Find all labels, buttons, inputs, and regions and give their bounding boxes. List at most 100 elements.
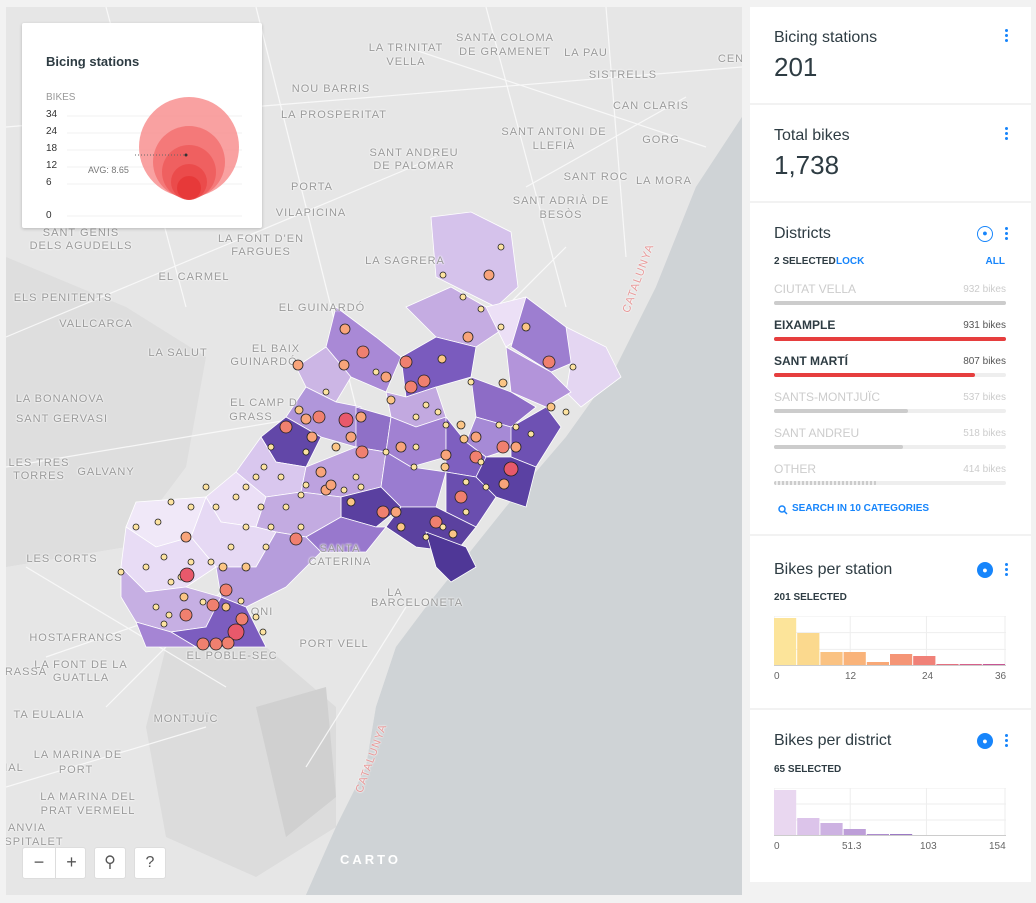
station-marker[interactable] [462,331,474,343]
station-marker[interactable] [302,448,310,456]
station-marker[interactable] [312,410,326,424]
station-marker[interactable] [386,395,396,405]
category-item[interactable]: SANT MARTÍ 807 bikes [774,354,1006,384]
category-item[interactable]: SANT ANDREU 518 bikes [774,426,1006,456]
station-marker[interactable] [510,441,522,453]
station-marker[interactable] [496,440,510,454]
widget-menu-icon[interactable] [1005,29,1009,44]
station-marker[interactable] [252,613,260,621]
station-marker[interactable] [390,506,402,518]
station-marker[interactable] [199,598,207,606]
zoom-in-button[interactable]: + [55,848,87,878]
station-marker[interactable] [179,608,193,622]
station-marker[interactable] [322,388,330,396]
station-marker[interactable] [300,413,312,425]
station-marker[interactable] [521,322,531,332]
color-drop-icon[interactable]: ● [977,226,993,242]
station-marker[interactable] [152,603,160,611]
station-marker[interactable] [294,405,304,415]
station-marker[interactable] [562,408,570,416]
station-marker[interactable] [259,628,267,636]
station-marker[interactable] [396,522,406,532]
station-marker[interactable] [467,378,475,386]
station-marker[interactable] [376,505,390,519]
station-marker[interactable] [454,490,468,504]
station-marker[interactable] [306,431,318,443]
station-marker[interactable] [470,431,482,443]
histogram-bar[interactable] [820,652,843,666]
histogram-bikes-per-district[interactable] [774,788,1006,836]
station-marker[interactable] [179,567,195,583]
station-marker[interactable] [221,602,231,612]
station-marker[interactable] [352,473,360,481]
station-marker[interactable] [340,486,348,494]
station-marker[interactable] [442,421,450,429]
station-marker[interactable] [160,553,168,561]
station-marker[interactable] [410,463,418,471]
station-marker[interactable] [297,523,305,531]
station-marker[interactable] [440,449,452,461]
histogram-bar[interactable] [774,790,797,836]
station-marker[interactable] [221,636,235,650]
station-marker[interactable] [357,483,365,491]
station-marker[interactable] [154,518,162,526]
station-marker[interactable] [207,558,215,566]
station-marker[interactable] [331,442,341,452]
station-marker[interactable] [277,473,285,481]
histogram-bar[interactable] [797,818,820,836]
histogram-bar[interactable] [913,656,936,666]
station-marker[interactable] [422,401,430,409]
histogram-bar[interactable] [774,618,797,666]
station-marker[interactable] [262,543,270,551]
station-marker[interactable] [462,508,470,516]
station-markers[interactable] [6,7,742,895]
station-marker[interactable] [380,371,392,383]
station-marker[interactable] [267,523,275,531]
zoom-out-button[interactable]: − [33,852,45,872]
station-marker[interactable] [477,305,485,313]
station-marker[interactable] [142,563,150,571]
station-marker[interactable] [302,481,310,489]
search-categories-link[interactable]: SEARCH IN 10 CATEGORIES [792,503,930,514]
station-marker[interactable] [546,402,556,412]
station-marker[interactable] [542,355,556,369]
station-marker[interactable] [292,359,304,371]
category-item[interactable]: SANTS-MONTJUÏC 537 bikes [774,390,1006,420]
histogram-bar[interactable] [843,652,866,666]
station-marker[interactable] [206,598,220,612]
histogram-bikes-per-station[interactable] [774,616,1006,666]
histogram-bar[interactable] [820,823,843,836]
station-marker[interactable] [434,408,442,416]
station-marker[interactable] [459,434,469,444]
search-button[interactable]: ⚲ [94,847,126,879]
station-marker[interactable] [569,363,577,371]
station-marker[interactable] [257,503,265,511]
station-marker[interactable] [527,430,535,438]
station-marker[interactable] [439,523,447,531]
station-marker[interactable] [167,578,175,586]
station-marker[interactable] [440,462,450,472]
station-marker[interactable] [297,491,305,499]
station-marker[interactable] [462,478,470,486]
station-marker[interactable] [196,637,210,651]
station-marker[interactable] [212,503,220,511]
color-drop-icon[interactable]: ● [977,733,993,749]
station-marker[interactable] [260,463,268,471]
station-marker[interactable] [325,479,337,491]
histogram-bar[interactable] [890,654,913,666]
station-marker[interactable] [289,532,303,546]
station-marker[interactable] [456,420,466,430]
station-marker[interactable] [399,355,413,369]
station-marker[interactable] [282,503,290,511]
station-marker[interactable] [242,483,250,491]
help-button[interactable]: ? [134,847,166,879]
station-marker[interactable] [483,269,495,281]
station-marker[interactable] [241,562,251,572]
station-marker[interactable] [355,445,369,459]
station-marker[interactable] [252,473,260,481]
widget-menu-icon[interactable] [1005,227,1009,242]
station-marker[interactable] [356,345,370,359]
station-marker[interactable] [412,413,420,421]
category-item[interactable]: OTHER 414 bikes [774,462,1006,492]
station-marker[interactable] [412,443,420,451]
